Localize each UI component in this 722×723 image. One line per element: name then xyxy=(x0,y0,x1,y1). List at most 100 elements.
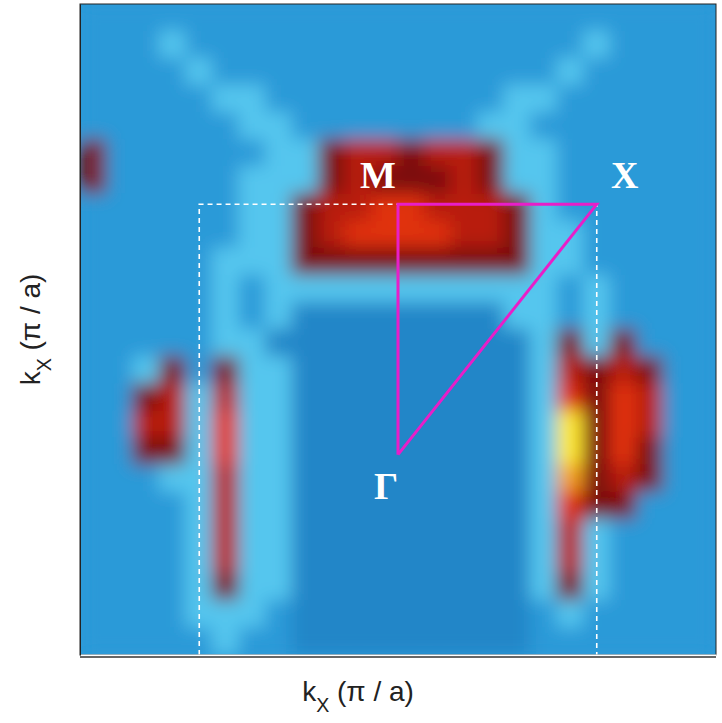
heatmap-cell xyxy=(636,302,663,330)
heatmap-cell xyxy=(80,220,107,248)
heatmap-cell xyxy=(132,627,159,655)
heatmap-cell xyxy=(318,573,345,601)
heatmap-cell xyxy=(636,58,663,86)
heatmap-cell xyxy=(371,220,398,248)
heatmap-cell xyxy=(424,356,451,384)
heatmap-cell xyxy=(345,4,372,32)
heatmap-cell xyxy=(663,139,690,167)
heatmap-cell xyxy=(159,139,186,167)
heatmap-cell xyxy=(212,573,239,601)
heatmap-cell xyxy=(557,492,584,520)
heatmap-cell xyxy=(424,247,451,275)
heatmap-cell xyxy=(530,383,557,411)
heatmap-cell xyxy=(398,4,425,32)
heatmap-cell xyxy=(80,519,107,547)
heatmap-cell xyxy=(557,166,584,194)
heatmap-cell xyxy=(557,600,584,628)
heatmap-cell xyxy=(239,573,266,601)
heatmap-cell xyxy=(106,112,133,140)
heatmap-cell xyxy=(106,58,133,86)
heatmap-cell xyxy=(265,31,292,59)
heatmap-cell xyxy=(291,627,318,655)
heatmap-cell xyxy=(450,193,477,221)
heatmap-cell xyxy=(80,546,107,574)
heatmap-cell xyxy=(106,31,133,59)
heatmap-cell xyxy=(80,383,107,411)
heatmap-cell xyxy=(557,58,584,86)
heatmap-cell xyxy=(583,112,610,140)
heatmap-cell xyxy=(609,220,636,248)
heatmap-cell xyxy=(557,519,584,547)
heatmap-cell xyxy=(663,31,690,59)
heatmap-cell xyxy=(265,465,292,493)
heatmap-cell xyxy=(132,58,159,86)
heatmap-cell xyxy=(132,329,159,357)
heatmap-cell xyxy=(106,465,133,493)
heatmap-cell xyxy=(450,600,477,628)
heatmap-cell xyxy=(345,356,372,384)
heatmap-cell xyxy=(450,112,477,140)
heatmap-cell xyxy=(583,383,610,411)
heatmap-cell xyxy=(689,546,716,574)
heatmap-cell xyxy=(371,519,398,547)
plot: ΓMXkX (π / a) xyxy=(80,3,717,716)
heatmap-cell xyxy=(609,356,636,384)
heatmap-cell xyxy=(609,4,636,32)
heatmap-cell xyxy=(132,383,159,411)
heatmap-cell xyxy=(583,519,610,547)
heatmap-cell xyxy=(689,437,716,465)
heatmap-cell xyxy=(239,112,266,140)
heatmap-cell xyxy=(504,573,531,601)
heatmap-cell xyxy=(609,193,636,221)
heatmap-cell xyxy=(212,302,239,330)
heatmap-cell xyxy=(450,302,477,330)
heatmap-cell xyxy=(477,247,504,275)
heatmap-cell xyxy=(450,31,477,59)
heatmap-cell xyxy=(239,410,266,438)
heatmap-cell xyxy=(636,546,663,574)
heatmap-cell xyxy=(345,492,372,520)
heatmap-cell xyxy=(371,58,398,86)
heatmap-cell xyxy=(80,139,107,167)
heatmap-cell xyxy=(80,275,107,303)
heatmap-cell xyxy=(132,4,159,32)
heatmap-cell xyxy=(609,302,636,330)
heatmap-cell xyxy=(291,329,318,357)
heatmap-cell xyxy=(265,85,292,113)
heatmap-cell xyxy=(106,193,133,221)
background xyxy=(80,4,716,655)
heatmap-cell xyxy=(504,519,531,547)
heatmap-cell xyxy=(159,492,186,520)
heatmap-cell xyxy=(689,58,716,86)
heatmap-cell xyxy=(265,58,292,86)
heatmap-cell xyxy=(557,112,584,140)
heatmap-cell xyxy=(663,329,690,357)
heatmap-cell xyxy=(212,139,239,167)
heatmap-cell xyxy=(159,275,186,303)
heatmap-cell xyxy=(663,437,690,465)
heatmap-cell xyxy=(530,166,557,194)
heatmap-cell xyxy=(477,519,504,547)
heatmap-cell xyxy=(212,247,239,275)
heatmap-cell xyxy=(80,31,107,59)
heatmap-cell xyxy=(80,329,107,357)
heatmap-cell xyxy=(371,302,398,330)
heatmap-cell xyxy=(318,329,345,357)
heatmap-cell xyxy=(239,465,266,493)
heatmap-cell xyxy=(689,247,716,275)
heatmap-cell xyxy=(291,356,318,384)
heatmap-cell xyxy=(106,247,133,275)
heatmap-cell xyxy=(80,627,107,655)
heatmap-cell xyxy=(371,437,398,465)
heatmap-cell xyxy=(80,573,107,601)
heatmap-cell xyxy=(212,437,239,465)
heatmap-cell xyxy=(291,166,318,194)
heatmap-cell xyxy=(530,356,557,384)
heatmap-cell xyxy=(80,4,107,32)
heatmap-cell xyxy=(371,627,398,655)
heatmap-cell xyxy=(132,410,159,438)
heatmap-cell xyxy=(212,329,239,357)
heatmap-cell xyxy=(689,302,716,330)
heatmap-cell xyxy=(504,85,531,113)
heatmap-cell xyxy=(424,437,451,465)
